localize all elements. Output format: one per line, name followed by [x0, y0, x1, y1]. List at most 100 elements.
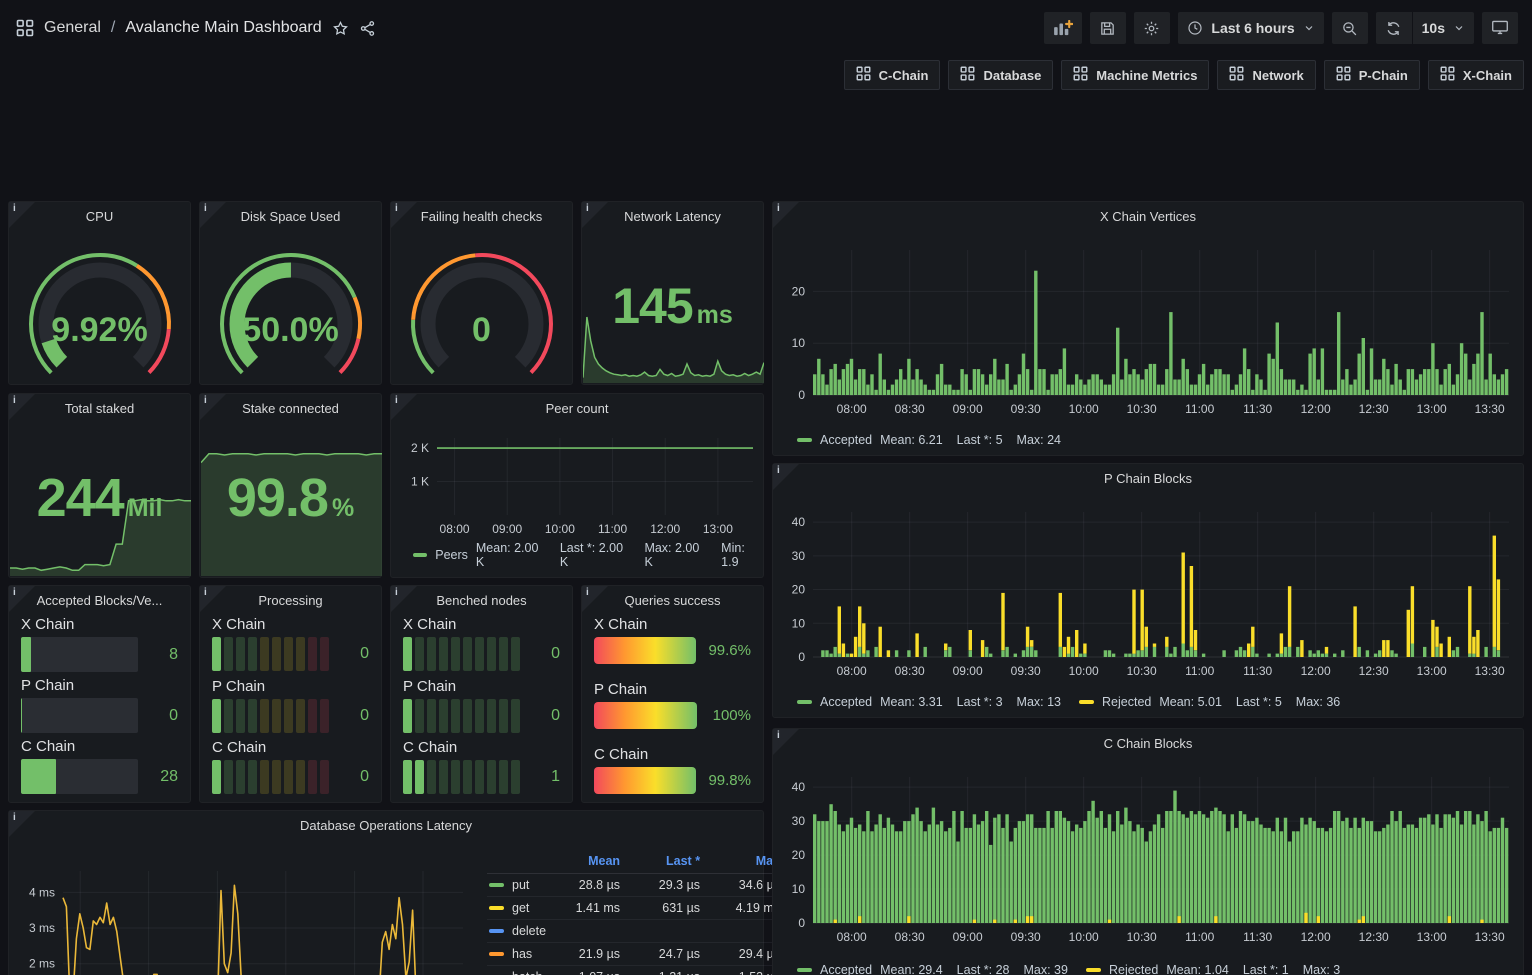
- panel-title-p-chain-blocks[interactable]: P Chain Blocks: [1104, 471, 1192, 486]
- legend-series-name[interactable]: has: [487, 943, 549, 966]
- gradient-gauge-value: 99.6%: [708, 642, 751, 659]
- svg-text:13:30: 13:30: [1475, 402, 1505, 416]
- segment-gauge-rows: X Chain 0 P Chain 0 C Chain 0: [212, 616, 369, 794]
- chart-plot[interactable]: 1 K 2 K 08:00 09:00 10:00 11:00 12:00 13:00: [391, 394, 763, 577]
- panel-info-icon[interactable]: i: [200, 202, 226, 228]
- segment-cell: [224, 760, 233, 794]
- chart-plot[interactable]: 0 10 20 08:00 08:30 09:00 09:30 10:00 10:30 11:00…: [773, 202, 1523, 455]
- panel-title-failing-health-checks[interactable]: Failing health checks: [420, 209, 543, 224]
- panel-info-icon[interactable]: i: [9, 394, 35, 420]
- panel-title-accepted-blocks[interactable]: Accepted Blocks/Ve...: [36, 593, 163, 608]
- segment-gauge-row: C Chain 1: [403, 739, 560, 794]
- panel-title-benched-nodes[interactable]: Benched nodes: [436, 593, 527, 608]
- dashboard-link-x-chain[interactable]: X-Chain: [1427, 60, 1524, 90]
- panel-info-icon[interactable]: i: [391, 394, 417, 420]
- segment-cell: [475, 760, 484, 794]
- legend-stats: Mean: 5.01 Last *: 5 Max: 36: [1159, 695, 1340, 709]
- dashboard-link-database[interactable]: Database: [948, 60, 1054, 90]
- zoom-out-button[interactable]: [1331, 12, 1368, 44]
- breadcrumb-dashboard-title[interactable]: Avalanche Main Dashboard: [125, 19, 322, 36]
- svg-text:10:00: 10:00: [1069, 930, 1099, 944]
- panel-info-icon[interactable]: i: [773, 202, 799, 228]
- chart-plot[interactable]: 0 10 20 30 40 08:00 08:30 09:00 09:30 10:00 10:30 1…: [773, 464, 1523, 717]
- gradient-gauge-label: P Chain: [594, 681, 648, 698]
- legend-series-name[interactable]: put: [487, 874, 549, 897]
- legend-entry[interactable]: Accepted Mean: 6.21 Last *: 5 Max: 24: [797, 433, 1061, 447]
- legend-entry[interactable]: Accepted Mean: 29.4 Last *: 28 Max: 39: [797, 963, 1068, 975]
- legend-entry[interactable]: Rejected Mean: 1.04 Last *: 1 Max: 3: [1085, 963, 1340, 975]
- star-icon[interactable]: [332, 20, 349, 37]
- segment-cell: [224, 698, 233, 733]
- legend-stat: Max: 13: [1016, 695, 1062, 709]
- dashboards-grid-icon[interactable]: [16, 19, 34, 37]
- legend-swatch: [413, 553, 428, 557]
- legend-swatch: [489, 952, 504, 956]
- chart-plot[interactable]: 0 ns1 ms2 ms3 ms4 ms08:0009:0010:0011:00…: [9, 811, 763, 975]
- panel-title-c-chain-blocks[interactable]: C Chain Blocks: [1103, 736, 1193, 751]
- dashboard-link-machine metrics[interactable]: Machine Metrics: [1061, 60, 1210, 90]
- save-dashboard-button[interactable]: [1090, 12, 1127, 44]
- cycle-view-mode-button[interactable]: [1482, 12, 1518, 44]
- panel-title-queries-success[interactable]: Queries success: [624, 593, 721, 608]
- gradient-gauge-value: 99.8%: [708, 772, 751, 789]
- panel-title-stake-connected[interactable]: Stake connected: [242, 401, 339, 416]
- panel-info-icon[interactable]: i: [391, 202, 417, 228]
- breadcrumb-folder[interactable]: General: [44, 19, 101, 36]
- panel-info-icon[interactable]: i: [9, 811, 35, 837]
- panel-title-processing[interactable]: Processing: [258, 593, 323, 608]
- legend-entry[interactable]: Rejected Mean: 5.01 Last *: 5 Max: 36: [1079, 695, 1340, 709]
- segment-cell: [212, 698, 221, 733]
- panel-title-x-chain-vertices[interactable]: X Chain Vertices: [1099, 209, 1197, 224]
- segment-cell: [284, 637, 293, 671]
- gauge-disk: [200, 232, 381, 380]
- legend-entry[interactable]: Accepted Mean: 3.31 Last *: 3 Max: 13: [797, 695, 1061, 709]
- panel-info-icon[interactable]: i: [200, 394, 226, 420]
- svg-text:11:30: 11:30: [1243, 402, 1272, 416]
- dashboard-link-network[interactable]: Network: [1217, 60, 1316, 90]
- dashboard-settings-button[interactable]: [1134, 12, 1171, 44]
- dashboard-link-c-chain[interactable]: C-Chain: [843, 60, 941, 90]
- time-range-picker[interactable]: Last 6 hours: [1178, 12, 1324, 44]
- bar-gauge-track: [21, 698, 138, 733]
- svg-text:09:30: 09:30: [1011, 664, 1041, 678]
- panel-title-disk-space-used[interactable]: Disk Space Used: [240, 209, 341, 224]
- legend-stat-value: 1.53 µs: [702, 966, 782, 975]
- panel-title-cpu[interactable]: CPU: [85, 209, 114, 224]
- dashboard-link-p-chain[interactable]: P-Chain: [1323, 60, 1420, 90]
- panel-title-peer-count[interactable]: Peer count: [545, 401, 609, 416]
- panel-info-icon[interactable]: i: [200, 586, 226, 612]
- legend-stats: Mean: 1.04 Last *: 1 Max: 3: [1166, 963, 1340, 975]
- panel-title-database-operations-latency[interactable]: Database Operations Latency: [300, 818, 472, 833]
- panel-title-total-staked[interactable]: Total staked: [64, 401, 135, 416]
- segment-gauge-label: C Chain: [403, 739, 458, 756]
- legend-stat-value: 1.21 µs: [622, 966, 702, 975]
- panel-info-icon[interactable]: i: [773, 729, 799, 755]
- panel-c-chain-blocks: i C Chain Blocks 0 10 20 30 40 08:00 08:30 09:00 0…: [772, 728, 1524, 975]
- legend-series-name[interactable]: delete: [487, 920, 549, 943]
- segment-gauge-value: 0: [360, 768, 369, 785]
- add-panel-button[interactable]: [1044, 12, 1083, 44]
- panel-info-icon[interactable]: i: [9, 202, 35, 228]
- segment-cell: [487, 698, 496, 733]
- legend-series-name[interactable]: get: [487, 897, 549, 920]
- chart-plot[interactable]: 0 10 20 30 40 08:00 08:30 09:00 09:30 10:00 10:30 1…: [773, 729, 1523, 975]
- legend-stat: Last *: 28: [956, 963, 1010, 975]
- legend-series-name[interactable]: batch put: [487, 966, 548, 975]
- panel-info-icon[interactable]: i: [582, 586, 608, 612]
- panel-info-icon[interactable]: i: [773, 464, 799, 490]
- legend-stat: Last *: 2.00 K: [559, 541, 624, 569]
- svg-text:08:00: 08:00: [440, 522, 470, 536]
- panel-title-network-latency[interactable]: Network Latency: [624, 209, 721, 224]
- svg-text:13:00: 13:00: [1417, 402, 1447, 416]
- panel-info-icon[interactable]: i: [582, 202, 608, 228]
- segment-cell: [487, 760, 496, 794]
- share-icon[interactable]: [359, 20, 376, 37]
- panel-disk-space-used: i Disk Space Used 50.0%: [199, 201, 382, 385]
- segment-cell: [284, 698, 293, 733]
- panel-info-icon[interactable]: i: [9, 586, 35, 612]
- panel-info-icon[interactable]: i: [391, 586, 417, 612]
- refresh-button[interactable]: [1375, 12, 1412, 44]
- bar-gauge-value: 8: [169, 645, 178, 663]
- legend-entry[interactable]: Peers Mean: 2.00 K Last *: 2.00 K Max: 2.00…: [413, 541, 763, 569]
- refresh-interval-picker[interactable]: 10s: [1412, 12, 1474, 44]
